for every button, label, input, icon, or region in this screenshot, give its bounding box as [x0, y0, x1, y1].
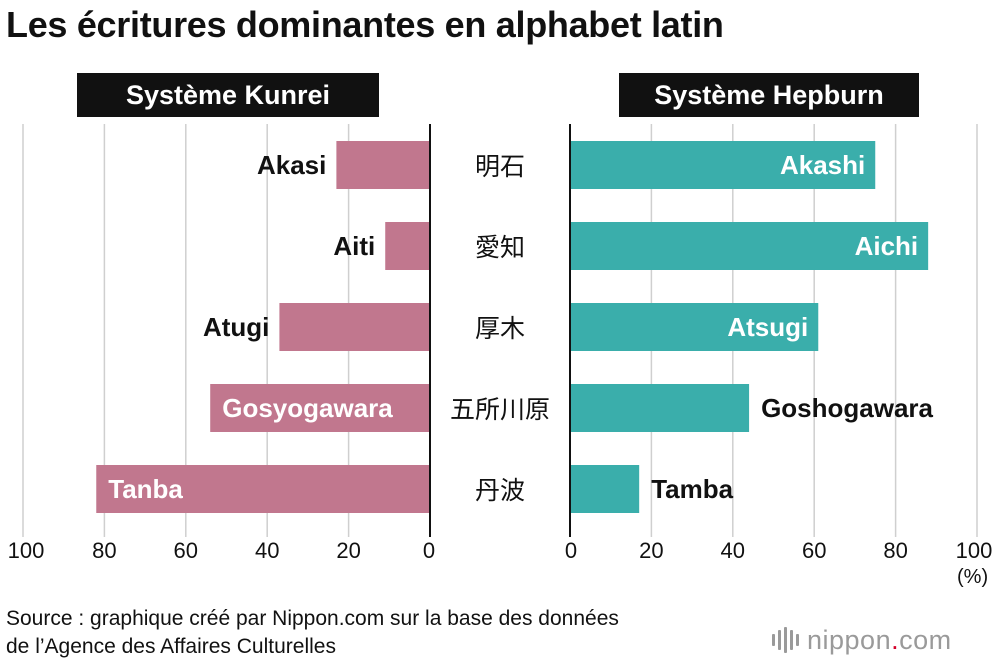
bar-kunrei-2	[279, 303, 430, 351]
tick-left-60: 60	[174, 538, 198, 563]
bar-label-kunrei-4: Tanba	[108, 474, 183, 504]
category-label-1: 愛知	[475, 233, 525, 262]
tick-right-20: 20	[639, 538, 663, 563]
chart-title: Les écritures dominantes en alphabet lat…	[6, 4, 724, 45]
category-label-2: 厚木	[475, 314, 525, 343]
tick-right-40: 40	[721, 538, 745, 563]
tick-left-40: 40	[255, 538, 279, 563]
source-note: Source : graphique créé par Nippon.com s…	[6, 605, 766, 661]
bar-hepburn-2	[570, 303, 819, 351]
tick-right-0: 0	[565, 538, 577, 563]
bars-kunrei	[96, 141, 430, 513]
axes	[429, 124, 571, 537]
bar-kunrei-3	[210, 384, 430, 432]
category-label-0: 明石	[475, 152, 525, 181]
legend-kunrei: Système Kunrei	[77, 73, 379, 117]
bar-hepburn-0	[570, 141, 876, 189]
tick-left-0: 0	[423, 538, 435, 563]
source-line-1: Source : graphique créé par Nippon.com s…	[6, 607, 619, 630]
bars-hepburn	[570, 141, 929, 513]
bar-label-hepburn-2: Atsugi	[727, 312, 808, 342]
bar-label-hepburn-3: Goshogawara	[761, 393, 933, 423]
tick-right-60: 60	[802, 538, 826, 563]
bar-kunrei-1	[385, 222, 430, 270]
bar-kunrei-0	[336, 141, 430, 189]
legend-hepburn: Système Hepburn	[619, 73, 919, 117]
bar-label-kunrei-3: Gosyogawara	[222, 393, 393, 423]
bar-label-kunrei-0: Akasi	[257, 150, 326, 180]
bar-label-hepburn-1: Aichi	[855, 231, 919, 261]
unit-label: (%)	[957, 566, 989, 588]
category-label-3: 五所川原	[450, 395, 550, 424]
nippon-logo: nippon.com	[772, 620, 952, 660]
tick-left-20: 20	[336, 538, 360, 563]
source-line-2: de l’Agence des Affaires Culturelles	[6, 635, 336, 658]
tick-left-80: 80	[92, 538, 116, 563]
tick-labels: 0 0 20 20 40 40 60 60 80 80 100 100	[8, 538, 993, 563]
bar-label-kunrei-2: Atugi	[203, 312, 269, 342]
bar-labels: Akasi Akashi Aiti Aichi Atugi Atsugi Gosyogawa…	[108, 150, 933, 504]
bar-hepburn-4	[570, 465, 640, 513]
bar-hepburn-1	[570, 222, 929, 270]
tick-left-100: 100	[8, 538, 45, 563]
logo-dot: .	[891, 624, 900, 655]
category-label-4: 丹波	[475, 476, 525, 505]
nippon-logo-icon	[772, 627, 799, 653]
bar-hepburn-3	[570, 384, 750, 432]
logo-suffix: com	[899, 624, 952, 655]
logo-name: nippon	[807, 624, 892, 655]
bar-kunrei-4	[96, 465, 430, 513]
bar-label-hepburn-0: Akashi	[780, 150, 865, 180]
tick-right-100: 100	[956, 538, 993, 563]
tick-right-80: 80	[883, 538, 907, 563]
bar-label-kunrei-1: Aiti	[333, 231, 375, 261]
bar-label-hepburn-4: Tamba	[651, 474, 733, 504]
